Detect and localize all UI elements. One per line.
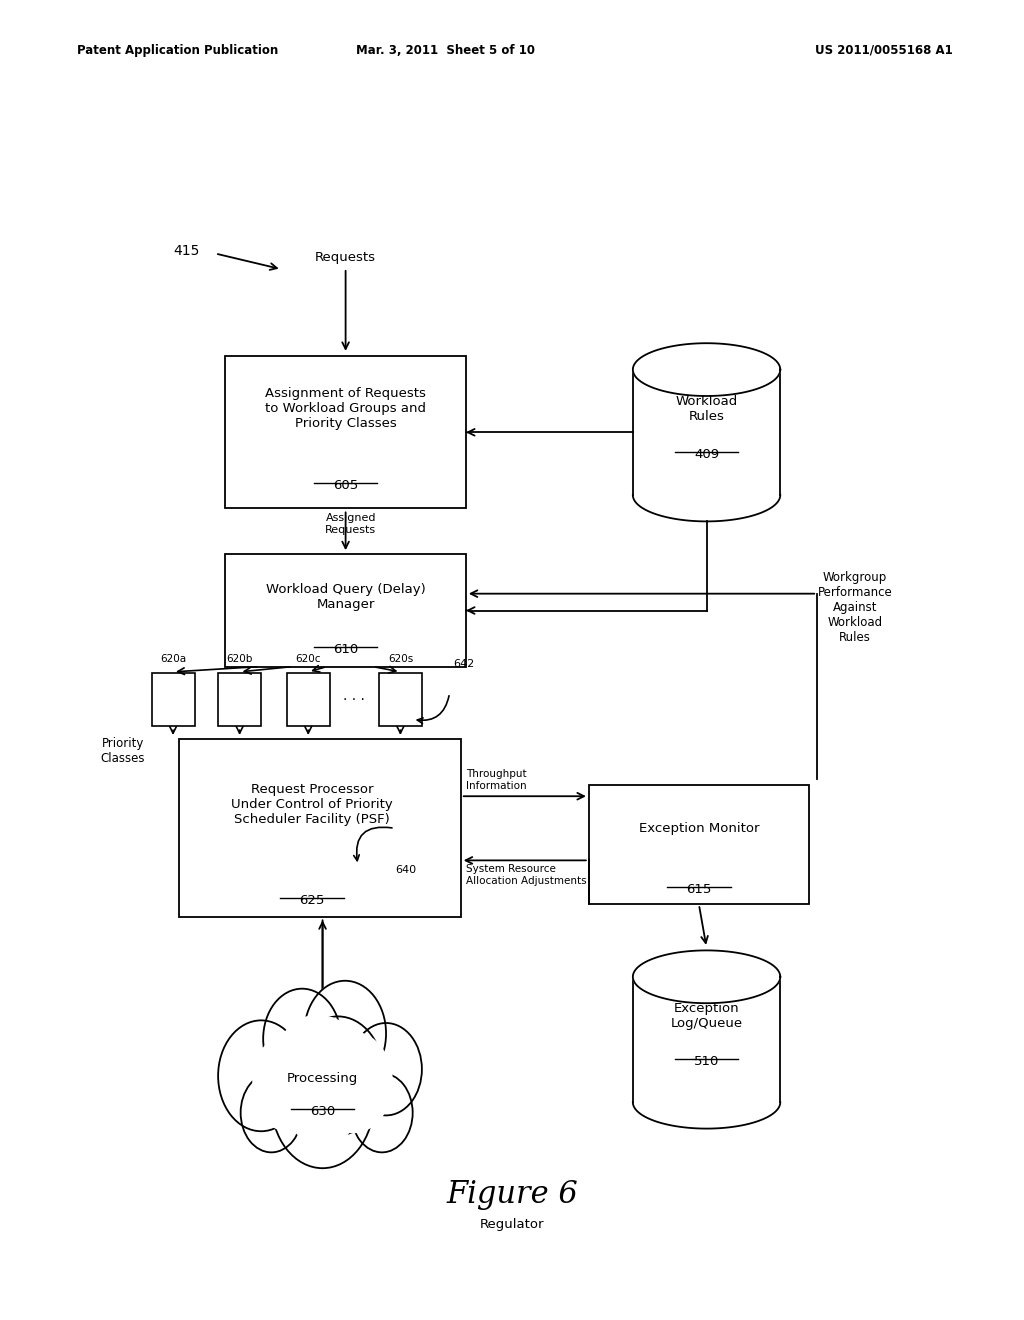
Text: 642: 642 [454,659,475,669]
Text: Exception Monitor: Exception Monitor [639,822,759,836]
Text: Workload
Rules: Workload Rules [676,395,737,422]
Circle shape [292,1016,384,1135]
Text: 640: 640 [395,866,416,875]
Text: 415: 415 [173,244,200,257]
Text: Mar. 3, 2011  Sheet 5 of 10: Mar. 3, 2011 Sheet 5 of 10 [356,44,535,57]
Circle shape [253,1032,331,1133]
Text: Workload Query (Delay)
Manager: Workload Query (Delay) Manager [265,583,426,611]
Circle shape [351,1073,413,1152]
Text: Request Processor
Under Control of Priority
Scheduler Facility (PSF): Request Processor Under Control of Prior… [231,783,392,826]
Circle shape [271,1036,374,1168]
Text: US 2011/0055168 A1: US 2011/0055168 A1 [814,44,952,57]
Text: 610: 610 [333,643,358,656]
Polygon shape [633,370,780,495]
Polygon shape [633,343,780,396]
Bar [225,356,466,508]
Text: 620b: 620b [226,653,253,664]
Text: 620c: 620c [296,653,321,664]
Circle shape [304,981,386,1086]
Bar [225,554,466,667]
Bar [287,673,330,726]
Text: Priority
Classes: Priority Classes [100,737,145,764]
Text: Exception
Log/Queue: Exception Log/Queue [671,1002,742,1030]
Circle shape [350,1023,422,1115]
Text: 630: 630 [310,1105,335,1118]
Text: Throughput
Information: Throughput Information [466,770,526,791]
Bar [218,673,261,726]
Bar [589,785,809,904]
Text: System Resource
Allocation Adjustments: System Resource Allocation Adjustments [466,865,587,886]
Polygon shape [633,977,780,1102]
Circle shape [263,989,341,1089]
Circle shape [284,1045,361,1146]
Text: 625: 625 [299,894,325,907]
Circle shape [276,1016,348,1109]
Text: 615: 615 [686,883,712,896]
Text: Requests: Requests [315,251,376,264]
Text: Patent Application Publication: Patent Application Publication [77,44,279,57]
Text: 620a: 620a [160,653,186,664]
Text: 409: 409 [694,449,719,461]
Text: Workgroup
Performance
Against
Workload
Rules: Workgroup Performance Against Workload R… [818,570,892,644]
Text: Regulator: Regulator [480,1218,544,1232]
Circle shape [314,1032,392,1133]
Bar [379,673,422,726]
Text: Figure 6: Figure 6 [446,1179,578,1210]
Text: 605: 605 [333,479,358,492]
Text: Processing: Processing [287,1072,358,1085]
Text: 620s: 620s [388,653,413,664]
Polygon shape [633,950,780,1003]
Bar [152,673,195,726]
Circle shape [282,1016,364,1122]
Text: · · ·: · · · [343,693,366,706]
Bar [179,739,461,917]
Text: Assigned
Requests: Assigned Requests [326,513,376,535]
Circle shape [241,1073,302,1152]
Text: 510: 510 [694,1056,719,1068]
Text: Assignment of Requests
to Workload Groups and
Priority Classes: Assignment of Requests to Workload Group… [265,387,426,430]
Circle shape [218,1020,304,1131]
